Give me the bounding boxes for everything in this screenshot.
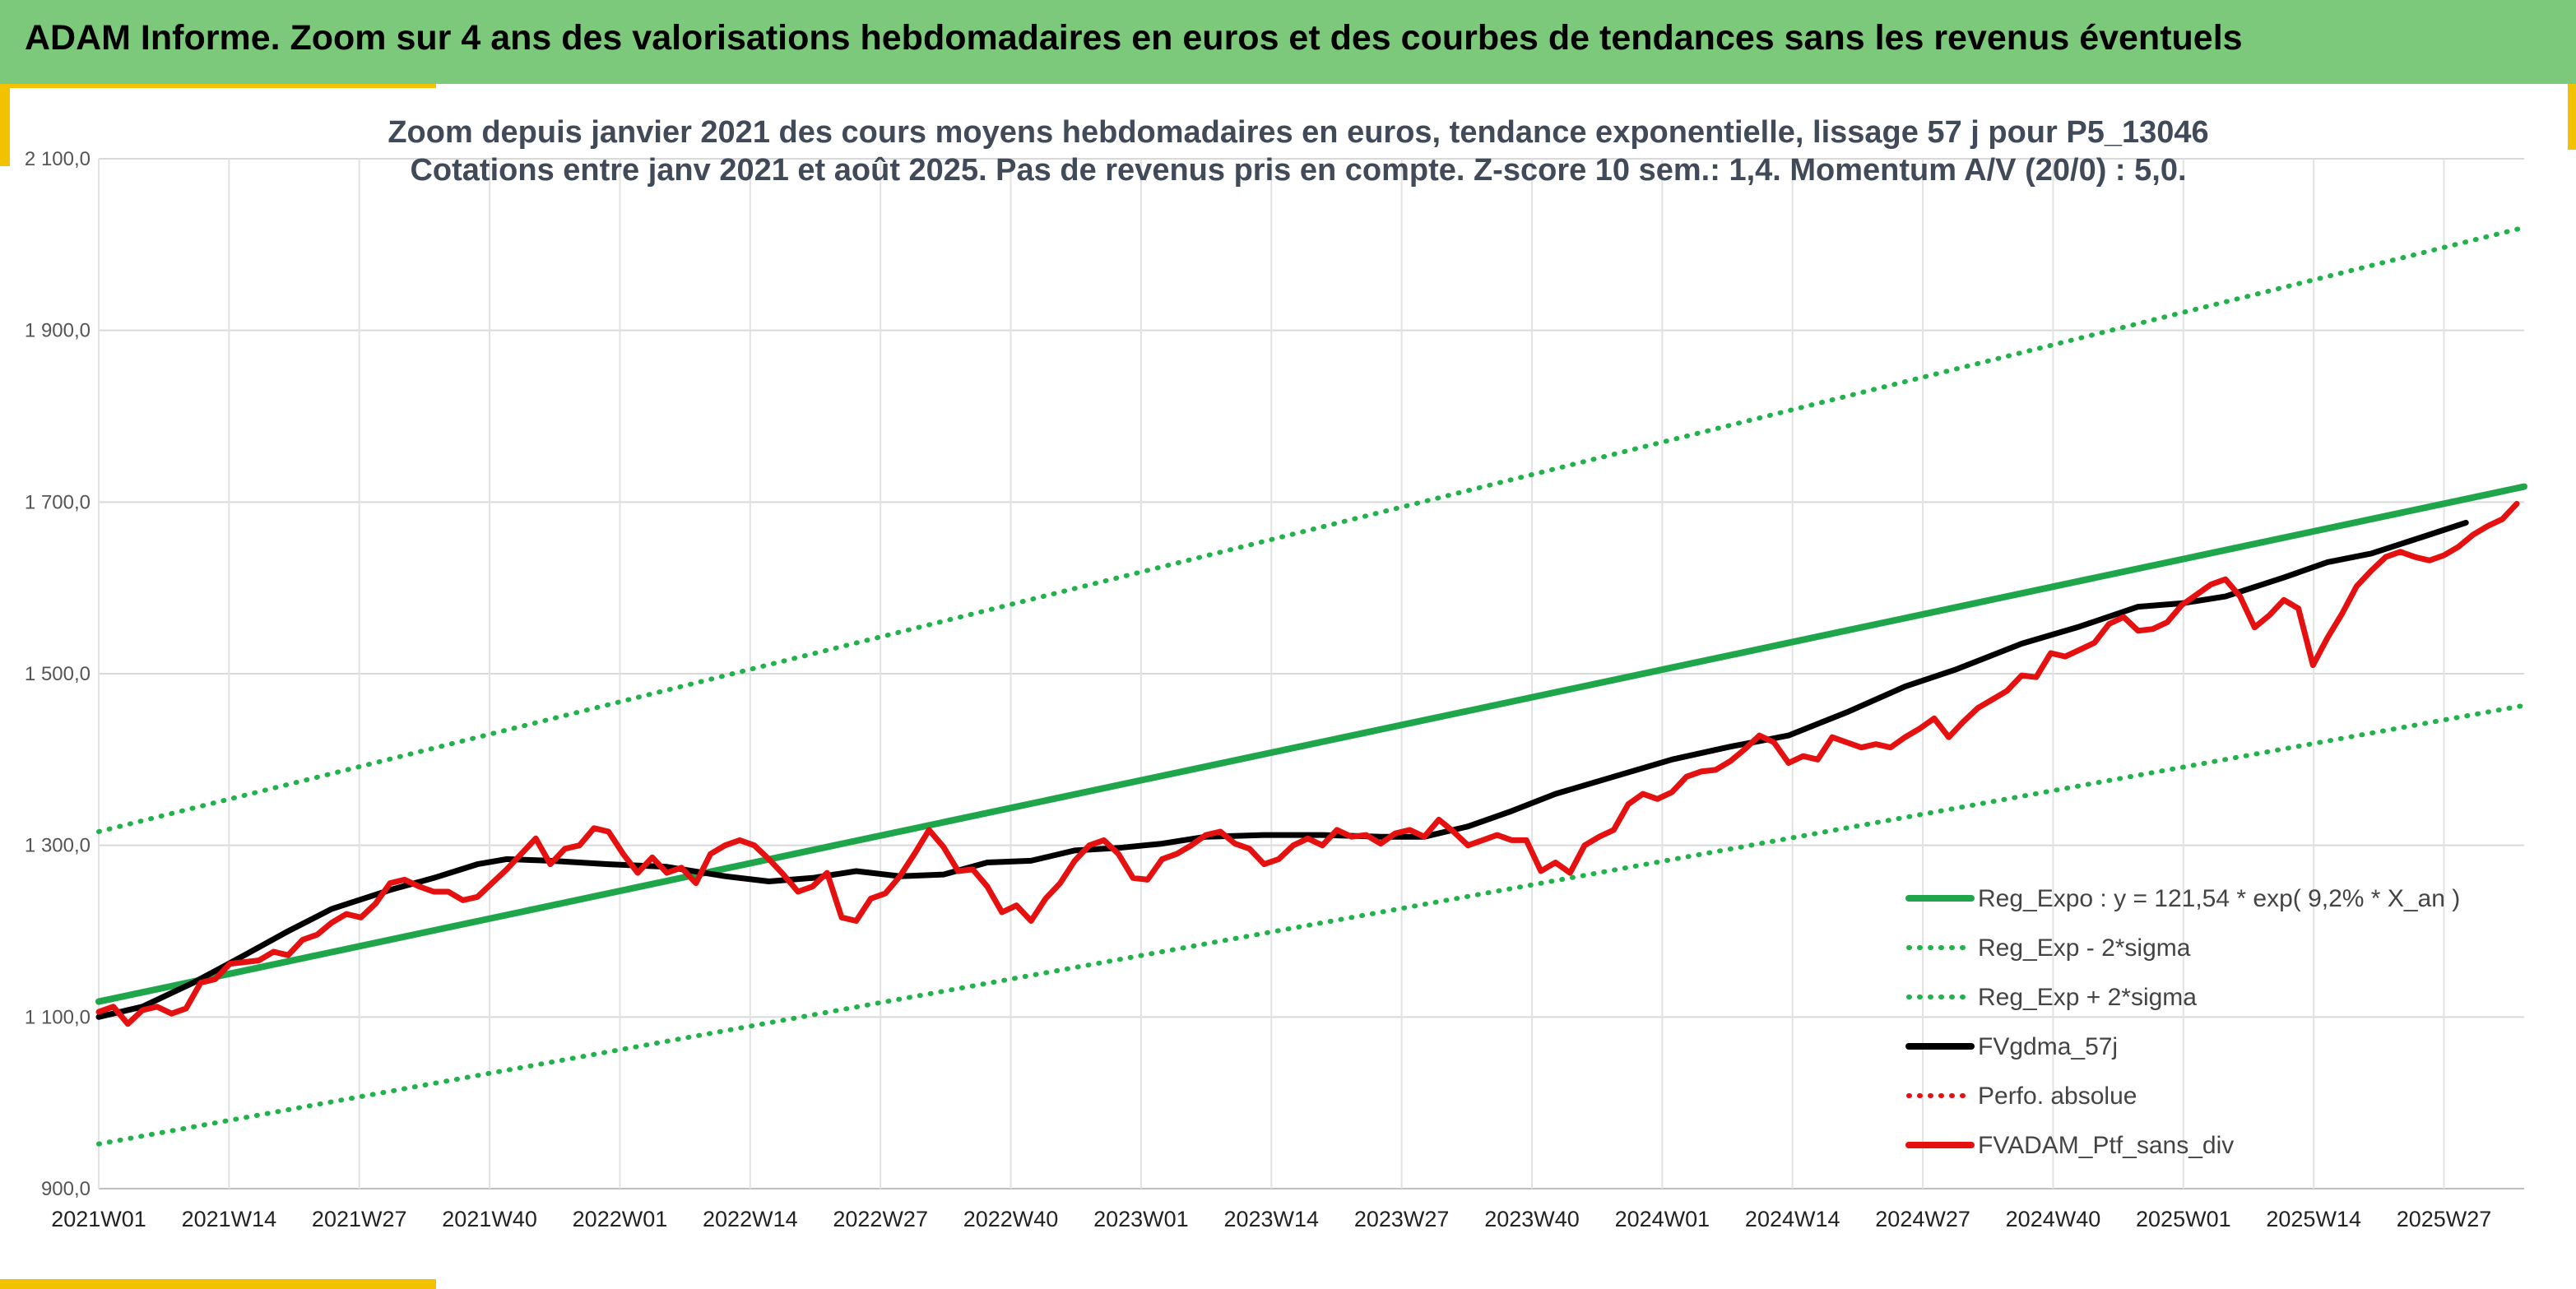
x-tick-label: 2024W14 xyxy=(1745,1207,1840,1231)
legend-label: Perfo. absolue xyxy=(1978,1083,2137,1110)
x-axis: 2021W01 2021W14 2021W27 2021W40 2022W01 2022W… xyxy=(51,1207,2491,1231)
y-tick-label: 1 900,0 xyxy=(25,320,91,342)
chart-subtitle: Cotations entre janv 2021 et août 2025. … xyxy=(410,153,2186,188)
y-tick-label: 1 500,0 xyxy=(25,663,91,685)
series-line xyxy=(96,702,2527,1147)
series-line xyxy=(95,483,2527,1005)
x-tick-label: 2025W14 xyxy=(2266,1207,2361,1231)
y-tick-label: 1 100,0 xyxy=(25,1006,91,1028)
header-bar: ADAM Informe. Zoom sur 4 ans des valoris… xyxy=(0,0,2576,84)
x-tick-label: 2022W27 xyxy=(833,1207,928,1231)
accent-bar-right xyxy=(2568,84,2576,150)
accent-bar-bottom xyxy=(0,1279,436,1289)
x-tick-label: 2025W27 xyxy=(2397,1207,2492,1231)
x-tick-label: 2023W27 xyxy=(1354,1207,1450,1231)
series-line xyxy=(95,500,2520,1027)
legend-label: FVADAM_Ptf_sans_div xyxy=(1978,1132,2234,1159)
legend-label: Reg_Exp - 2*sigma xyxy=(1978,934,2191,962)
x-tick-label: 2021W40 xyxy=(442,1207,537,1231)
chart-grid xyxy=(98,158,2524,1189)
x-tick-label: 2022W01 xyxy=(573,1207,668,1231)
accent-bar-left xyxy=(0,84,10,166)
chart-legend: Reg_Expo : y = 121,54 * exp( 9,2% * X_an… xyxy=(1905,885,2460,1159)
x-tick-label: 2021W14 xyxy=(182,1207,277,1231)
x-tick-label: 2024W27 xyxy=(1875,1207,1970,1231)
accent-bar-top xyxy=(0,84,436,88)
page-title: ADAM Informe. Zoom sur 4 ans des valoris… xyxy=(25,18,2243,58)
x-tick-label: 2023W01 xyxy=(1093,1207,1189,1231)
series-line xyxy=(96,225,2527,834)
legend-label: Reg_Expo : y = 121,54 * exp( 9,2% * X_an… xyxy=(1978,885,2460,912)
y-tick-label: 1 700,0 xyxy=(25,491,91,513)
y-axis: 900,0 1 100,0 1 300,0 1 500,0 1 700,0 1 900,0… xyxy=(25,148,91,1200)
x-tick-label: 2025W01 xyxy=(2136,1207,2231,1231)
chart-title: Zoom depuis janvier 2021 des cours moyen… xyxy=(388,115,2208,150)
x-tick-label: 2023W14 xyxy=(1223,1207,1319,1231)
y-tick-label: 900,0 xyxy=(41,1178,91,1200)
x-tick-label: 2021W01 xyxy=(51,1207,146,1231)
legend-label: FVgdma_57j xyxy=(1978,1033,2118,1060)
chart-series xyxy=(95,225,2527,1147)
x-tick-label: 2022W14 xyxy=(703,1207,798,1231)
legend-label: Reg_Exp + 2*sigma xyxy=(1978,984,2197,1011)
x-tick-label: 2024W01 xyxy=(1615,1207,1710,1231)
x-tick-label: 2021W27 xyxy=(312,1207,407,1231)
y-tick-label: 1 300,0 xyxy=(25,835,91,857)
x-tick-label: 2024W40 xyxy=(2006,1207,2101,1231)
y-tick-label: 2 100,0 xyxy=(25,148,91,170)
chart-area: 900,0 1 100,0 1 300,0 1 500,0 1 700,0 1 900,0… xyxy=(25,115,2527,1231)
x-tick-label: 2022W40 xyxy=(963,1207,1059,1231)
x-tick-label: 2023W40 xyxy=(1484,1207,1580,1231)
